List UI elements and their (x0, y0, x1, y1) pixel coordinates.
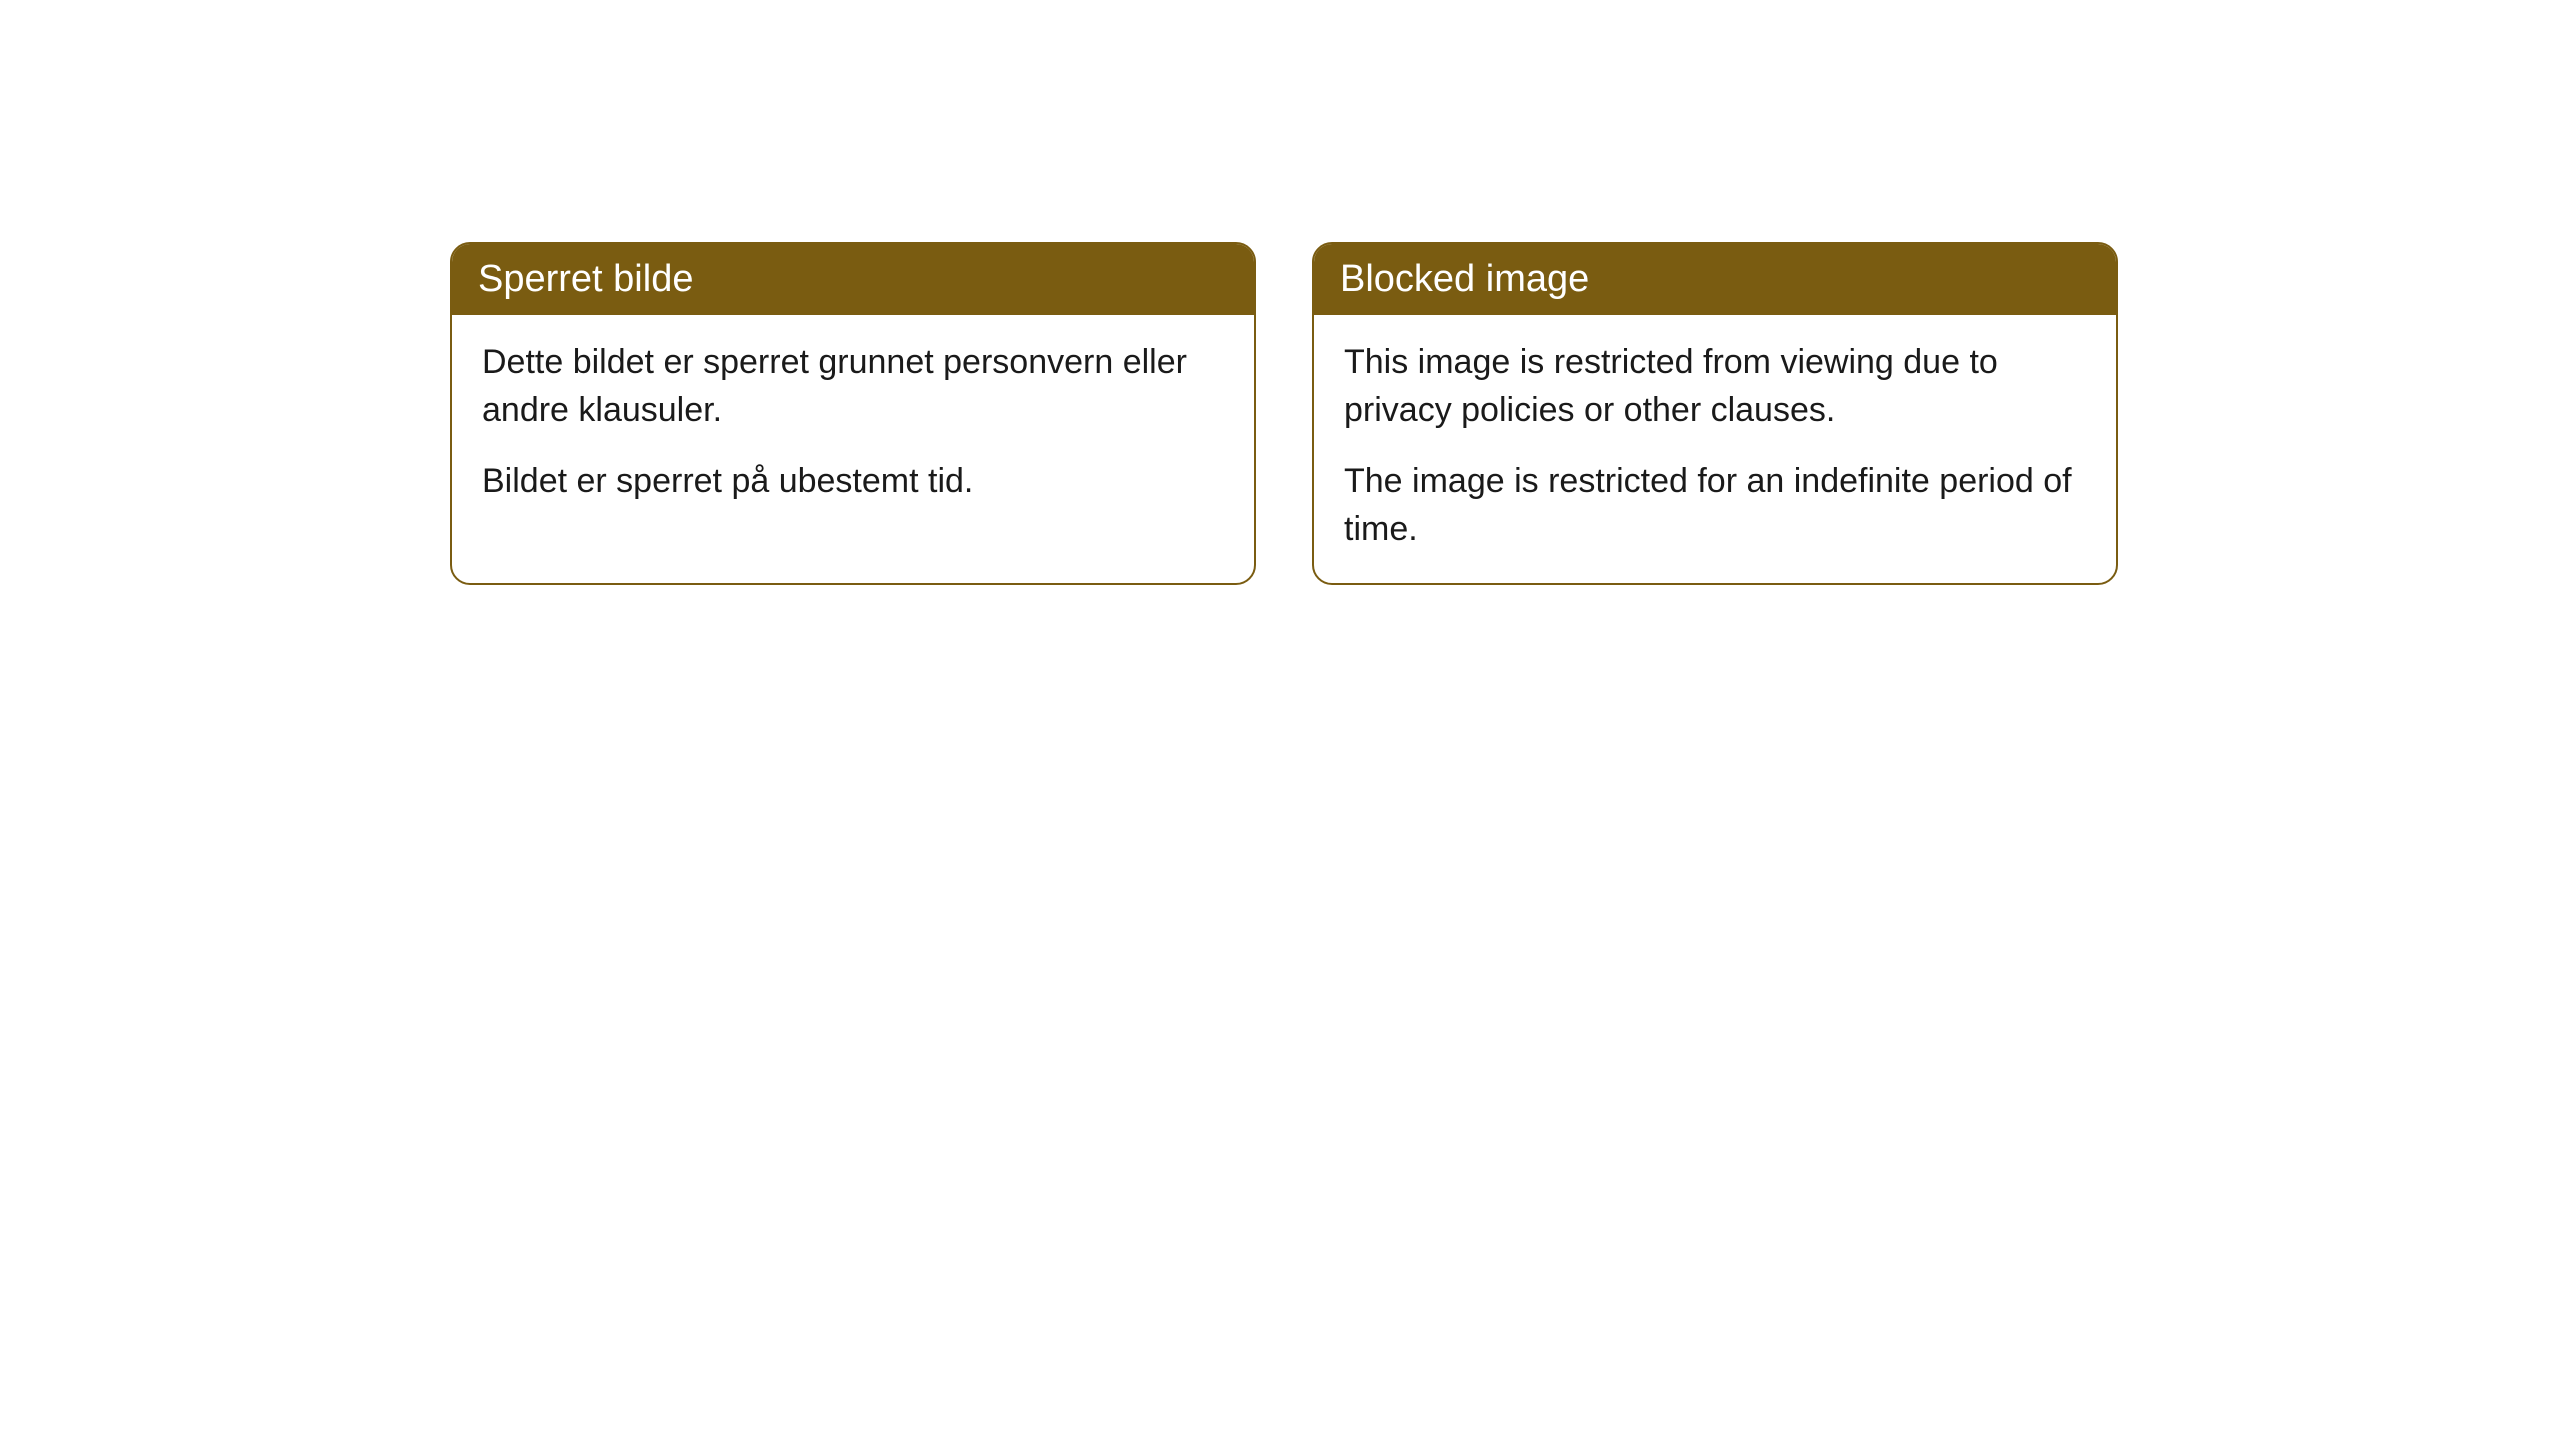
card-title: Sperret bilde (478, 258, 693, 300)
notice-cards-container: Sperret bilde Dette bildet er sperret gr… (0, 0, 2560, 585)
card-paragraph: Bildet er sperret på ubestemt tid. (482, 458, 1224, 506)
card-paragraph: Dette bildet er sperret grunnet personve… (482, 339, 1224, 434)
card-paragraph: The image is restricted for an indefinit… (1344, 458, 2086, 553)
blocked-image-card-norwegian: Sperret bilde Dette bildet er sperret gr… (450, 242, 1256, 585)
card-title: Blocked image (1340, 258, 1589, 300)
blocked-image-card-english: Blocked image This image is restricted f… (1312, 242, 2118, 585)
card-paragraph: This image is restricted from viewing du… (1344, 339, 2086, 434)
card-header-english: Blocked image (1314, 244, 2116, 315)
card-header-norwegian: Sperret bilde (452, 244, 1254, 315)
card-body-english: This image is restricted from viewing du… (1314, 315, 2116, 583)
card-body-norwegian: Dette bildet er sperret grunnet personve… (452, 315, 1254, 536)
